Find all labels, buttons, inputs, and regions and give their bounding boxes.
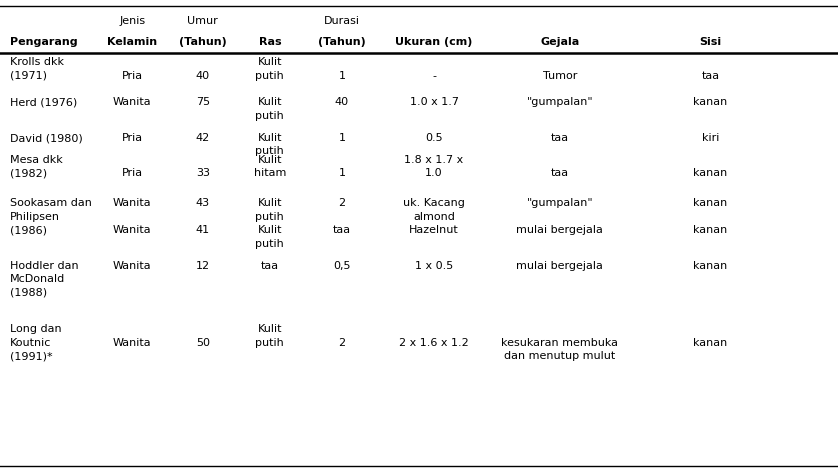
Text: "gumpalan": "gumpalan": [526, 198, 593, 208]
Text: 1: 1: [339, 168, 345, 179]
Text: Kulit: Kulit: [257, 155, 282, 165]
Text: Pria: Pria: [122, 70, 143, 81]
Text: kiri: kiri: [702, 133, 719, 143]
Text: kanan: kanan: [694, 198, 727, 208]
Text: 12: 12: [196, 261, 210, 271]
Text: Kelamin: Kelamin: [107, 37, 158, 47]
Text: Pria: Pria: [122, 168, 143, 179]
Text: putih: putih: [256, 110, 284, 121]
Text: Kulit: Kulit: [257, 225, 282, 235]
Text: Krolls dkk: Krolls dkk: [10, 57, 64, 67]
Text: putih: putih: [256, 212, 284, 222]
Text: (Tahun): (Tahun): [179, 37, 226, 47]
Text: Koutnic: Koutnic: [10, 337, 51, 348]
Text: Ras: Ras: [259, 37, 281, 47]
Text: 75: 75: [196, 97, 210, 107]
Text: 1: 1: [339, 133, 345, 143]
Text: 50: 50: [196, 337, 210, 348]
Text: kanan: kanan: [694, 225, 727, 235]
Text: putih: putih: [256, 239, 284, 249]
Text: Pria: Pria: [122, 133, 143, 143]
Text: taa: taa: [551, 133, 569, 143]
Text: Umur: Umur: [188, 16, 218, 26]
Text: 0.5: 0.5: [425, 133, 443, 143]
Text: mulai bergejala: mulai bergejala: [516, 261, 603, 271]
Text: Gejala: Gejala: [541, 37, 579, 47]
Text: Philipsen: Philipsen: [10, 212, 60, 222]
Text: Ukuran (cm): Ukuran (cm): [396, 37, 473, 47]
Text: kanan: kanan: [694, 97, 727, 107]
Text: Wanita: Wanita: [113, 198, 152, 208]
Text: Mesa dkk: Mesa dkk: [10, 155, 63, 165]
Text: putih: putih: [256, 337, 284, 348]
Text: Kulit: Kulit: [257, 57, 282, 67]
Text: 1: 1: [339, 70, 345, 81]
Text: 1.8 x 1.7 x: 1.8 x 1.7 x: [405, 155, 463, 165]
Text: Long dan: Long dan: [10, 324, 62, 334]
Text: Kulit: Kulit: [257, 324, 282, 334]
Text: putih: putih: [256, 146, 284, 157]
Text: Wanita: Wanita: [113, 225, 152, 235]
Text: 40: 40: [335, 97, 349, 107]
Text: uk. Kacang: uk. Kacang: [403, 198, 465, 208]
Text: almond: almond: [413, 212, 455, 222]
Text: (1986): (1986): [10, 225, 47, 235]
Text: 0,5: 0,5: [334, 261, 350, 271]
Text: Durasi: Durasi: [324, 16, 360, 26]
Text: 33: 33: [196, 168, 210, 179]
Text: kesukaran membuka: kesukaran membuka: [501, 337, 618, 348]
Text: 2 x 1.6 x 1.2: 2 x 1.6 x 1.2: [399, 337, 469, 348]
Text: taa: taa: [333, 225, 351, 235]
Text: 41: 41: [196, 225, 210, 235]
Text: Tumor: Tumor: [542, 70, 577, 81]
Text: 1.0 x 1.7: 1.0 x 1.7: [410, 97, 458, 107]
Text: "gumpalan": "gumpalan": [526, 97, 593, 107]
Text: hitam: hitam: [254, 168, 286, 179]
Text: Hoddler dan: Hoddler dan: [10, 261, 79, 271]
Text: Wanita: Wanita: [113, 261, 152, 271]
Text: (1988): (1988): [10, 288, 47, 298]
Text: 40: 40: [196, 70, 210, 81]
Text: 2: 2: [339, 198, 345, 208]
Text: taa: taa: [261, 261, 279, 271]
Text: Herd (1976): Herd (1976): [10, 97, 77, 107]
Text: Hazelnut: Hazelnut: [409, 225, 459, 235]
Text: (Tahun): (Tahun): [318, 37, 365, 47]
Text: Sookasam dan: Sookasam dan: [10, 198, 92, 208]
Text: Pengarang: Pengarang: [10, 37, 78, 47]
Text: mulai bergejala: mulai bergejala: [516, 225, 603, 235]
Text: taa: taa: [701, 70, 720, 81]
Text: (1982): (1982): [10, 168, 47, 179]
Text: Jenis: Jenis: [119, 16, 146, 26]
Text: kanan: kanan: [694, 337, 727, 348]
Text: kanan: kanan: [694, 168, 727, 179]
Text: McDonald: McDonald: [10, 274, 65, 284]
Text: -: -: [432, 70, 436, 81]
Text: kanan: kanan: [694, 261, 727, 271]
Text: Sisi: Sisi: [700, 37, 722, 47]
Text: 1 x 0.5: 1 x 0.5: [415, 261, 453, 271]
Text: 2: 2: [339, 337, 345, 348]
Text: Wanita: Wanita: [113, 337, 152, 348]
Text: 43: 43: [196, 198, 210, 208]
Text: putih: putih: [256, 70, 284, 81]
Text: (1991)*: (1991)*: [10, 351, 53, 361]
Text: Kulit: Kulit: [257, 97, 282, 107]
Text: David (1980): David (1980): [10, 133, 83, 143]
Text: taa: taa: [551, 168, 569, 179]
Text: 1.0: 1.0: [425, 168, 443, 179]
Text: 42: 42: [195, 133, 210, 143]
Text: Kulit: Kulit: [257, 133, 282, 143]
Text: Kulit: Kulit: [257, 198, 282, 208]
Text: Wanita: Wanita: [113, 97, 152, 107]
Text: dan menutup mulut: dan menutup mulut: [504, 351, 615, 361]
Text: (1971): (1971): [10, 70, 47, 81]
